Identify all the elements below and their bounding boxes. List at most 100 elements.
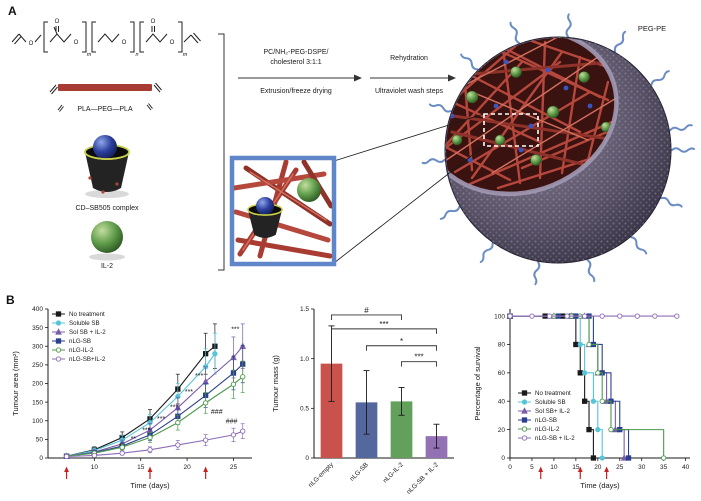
- x-tick-label: 20: [594, 464, 602, 471]
- x-tick-label: 25: [616, 464, 624, 471]
- marker-circle: [586, 341, 592, 348]
- significance-bracket: [331, 328, 437, 334]
- legend-label: Sol SB+ IL-2: [535, 408, 570, 415]
- bar-category-label: nLG-empty: [307, 461, 335, 489]
- marker-circle: [521, 426, 528, 432]
- atom-o: O: [170, 40, 175, 46]
- zoom-region-dashed-box: [483, 113, 539, 147]
- marker-circle: [240, 374, 246, 380]
- marker-triangle: [55, 328, 62, 335]
- marker-circle: [521, 399, 528, 405]
- marker-circle: [147, 447, 153, 453]
- marker-square: [55, 338, 62, 344]
- step1-process-label: Extrusion/freeze drying: [260, 88, 332, 95]
- treatment-arrow-head: [203, 466, 209, 472]
- marker-circle: [55, 356, 62, 362]
- tumour-area-chart: 0 50 100 150 200 250 300 350 400 10 15 20 25 Tumour a…: [11, 306, 252, 490]
- marker-circle: [175, 442, 181, 448]
- significance-annotation: ***: [170, 405, 178, 412]
- significance-annotation: ***: [185, 389, 193, 396]
- x-tick-label: 10: [550, 464, 558, 471]
- series-nlg-sb-il-2: [63, 423, 246, 460]
- survival-chart: 0 20 40 60 80 100 0 5 10 15 20 25 30 35 40 Percentage o…: [473, 309, 690, 490]
- y-axis-title: Percentage of survival: [473, 346, 482, 421]
- step1-reagents-line2: cholesterol 3:1:1: [270, 59, 321, 66]
- marker-circle: [581, 313, 588, 319]
- legend-label: Soluble SB: [535, 399, 566, 406]
- legend-label: nLG-SB: [69, 338, 91, 345]
- marker-circle: [212, 351, 218, 357]
- nanogel-fibers: [446, 38, 624, 190]
- y-tick-label: 80: [498, 342, 506, 349]
- y-tick-label: 150: [32, 399, 43, 406]
- marker-circle: [230, 381, 237, 387]
- legend-label: nLG-SB: [535, 417, 557, 424]
- marker-circle: [617, 313, 623, 319]
- cutaway-rim: [446, 38, 619, 197]
- series-line: [66, 345, 244, 457]
- marker-circle: [240, 428, 246, 434]
- significance-bracket: [401, 361, 437, 367]
- step1-reagents-line1: PC/NH₂-PEG-DSPE/: [264, 49, 329, 56]
- sb505-sphere: [93, 135, 117, 159]
- marker-circle: [590, 398, 597, 404]
- x-tick-label: 15: [572, 464, 580, 471]
- atom-o: O: [151, 19, 156, 25]
- y-tick-label: 1.0: [300, 356, 309, 363]
- y-tick-label: 60: [498, 370, 506, 377]
- treatment-arrow-head: [538, 466, 544, 472]
- marker-square: [521, 390, 528, 396]
- significance-annotation: ###: [226, 419, 238, 426]
- significance-annotation: ***: [157, 416, 165, 423]
- x-tick-label: 0: [508, 464, 512, 471]
- bar: [390, 401, 413, 458]
- y-tick-label: 400: [32, 306, 43, 313]
- polymer-atoms: O O O O O O m n m: [29, 19, 188, 58]
- atom-o: O: [55, 19, 60, 25]
- series-line: [66, 430, 243, 458]
- repeat-subscript-m: m: [87, 52, 92, 58]
- marker-circle: [175, 419, 181, 426]
- zoom-inset: [229, 155, 337, 267]
- bar: [320, 363, 343, 458]
- y-tick-label: 100: [494, 313, 505, 320]
- x-tick-label: 35: [660, 464, 668, 471]
- treatment-arrow-head: [577, 466, 583, 472]
- x-tick-label: 25: [230, 464, 238, 471]
- marker-circle: [652, 313, 658, 319]
- polymer-bar-label: PLA—PEG—PLA: [77, 106, 133, 113]
- marker-square: [625, 455, 632, 461]
- survival-curve: [510, 315, 665, 458]
- marker-circle: [599, 313, 605, 319]
- marker-circle: [608, 426, 614, 433]
- treatment-arrow-head: [604, 466, 609, 472]
- cd-sb505-complex: [84, 135, 130, 198]
- marker-square: [55, 311, 62, 317]
- step1-arrowhead-icon: [354, 74, 362, 82]
- marker-square: [590, 455, 597, 461]
- marker-circle: [230, 432, 237, 438]
- panel-a-label: A: [8, 4, 17, 18]
- group-bracket: [218, 33, 225, 271]
- zoom-connector-top: [333, 113, 485, 162]
- treatment-arrow-head: [147, 466, 153, 472]
- step2-process-label: Ultraviolet wash steps: [375, 88, 444, 95]
- marker-triangle: [521, 407, 528, 414]
- significance-bracket: [331, 314, 402, 320]
- marker-circle: [507, 313, 513, 319]
- y-tick-label: 250: [32, 362, 43, 369]
- y-tick-label: 0: [305, 455, 309, 462]
- marker-circle: [674, 313, 680, 319]
- x-tick-label: 40: [682, 464, 690, 471]
- legend-label: nLG-IL-2: [69, 347, 94, 354]
- marker-circle: [55, 320, 62, 326]
- inset-il2-sphere: [297, 178, 321, 202]
- marker-square: [521, 417, 528, 423]
- marker-circle: [521, 435, 528, 441]
- y-tick-label: 50: [36, 437, 44, 444]
- marker-circle: [564, 313, 570, 319]
- marker-circle: [55, 347, 62, 353]
- il2-label: IL-2: [101, 263, 113, 270]
- treatment-arrow-head: [64, 466, 69, 472]
- legend-label: nLG-IL-2: [535, 426, 560, 433]
